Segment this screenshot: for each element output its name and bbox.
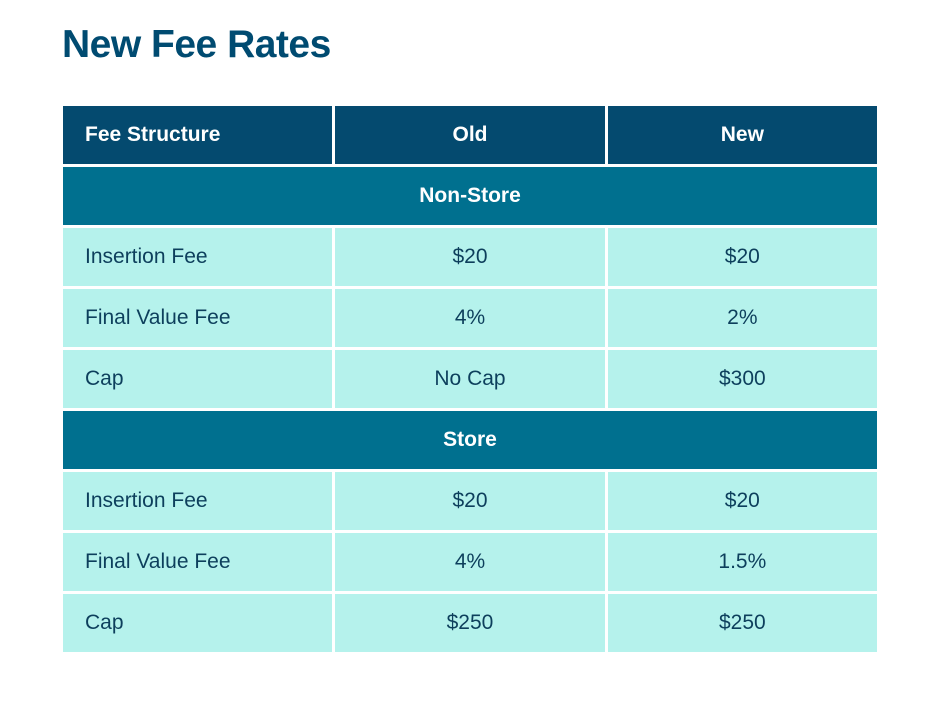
- old-value: 4%: [332, 286, 608, 350]
- new-value: 2%: [604, 286, 881, 350]
- new-value: $300: [604, 347, 881, 411]
- old-value: $250: [332, 591, 608, 655]
- column-header-new: New: [604, 103, 881, 167]
- new-value: $20: [604, 469, 881, 533]
- table-row: Cap $250 $250: [59, 591, 881, 655]
- column-header-fee-structure: Fee Structure: [59, 103, 336, 167]
- section-title: Store: [60, 408, 880, 472]
- column-header-old: Old: [332, 103, 608, 167]
- new-value: $250: [604, 591, 881, 655]
- fee-table: Fee Structure Old New Non-Store Insertio…: [59, 103, 881, 655]
- old-value: $20: [332, 469, 608, 533]
- old-value: $20: [332, 225, 608, 289]
- table-row: Cap No Cap $300: [59, 347, 881, 411]
- section-row-store: Store: [60, 408, 880, 472]
- fee-label: Final Value Fee: [59, 530, 336, 594]
- fee-label: Insertion Fee: [59, 469, 336, 533]
- table-row: Final Value Fee 4% 2%: [59, 286, 881, 350]
- section-title: Non-Store: [60, 164, 880, 228]
- table-row: Insertion Fee $20 $20: [59, 469, 881, 533]
- section-row-non-store: Non-Store: [60, 164, 880, 228]
- table-row: Insertion Fee $20 $20: [59, 225, 881, 289]
- new-value: $20: [604, 225, 881, 289]
- fee-label: Cap: [59, 347, 336, 411]
- old-value: 4%: [332, 530, 608, 594]
- table-row: Final Value Fee 4% 1.5%: [59, 530, 881, 594]
- table-header-row: Fee Structure Old New: [59, 103, 881, 167]
- new-value: 1.5%: [604, 530, 881, 594]
- old-value: No Cap: [332, 347, 608, 411]
- fee-label: Cap: [59, 591, 336, 655]
- page-title: New Fee Rates: [62, 23, 331, 66]
- fee-label: Insertion Fee: [59, 225, 336, 289]
- fee-label: Final Value Fee: [59, 286, 336, 350]
